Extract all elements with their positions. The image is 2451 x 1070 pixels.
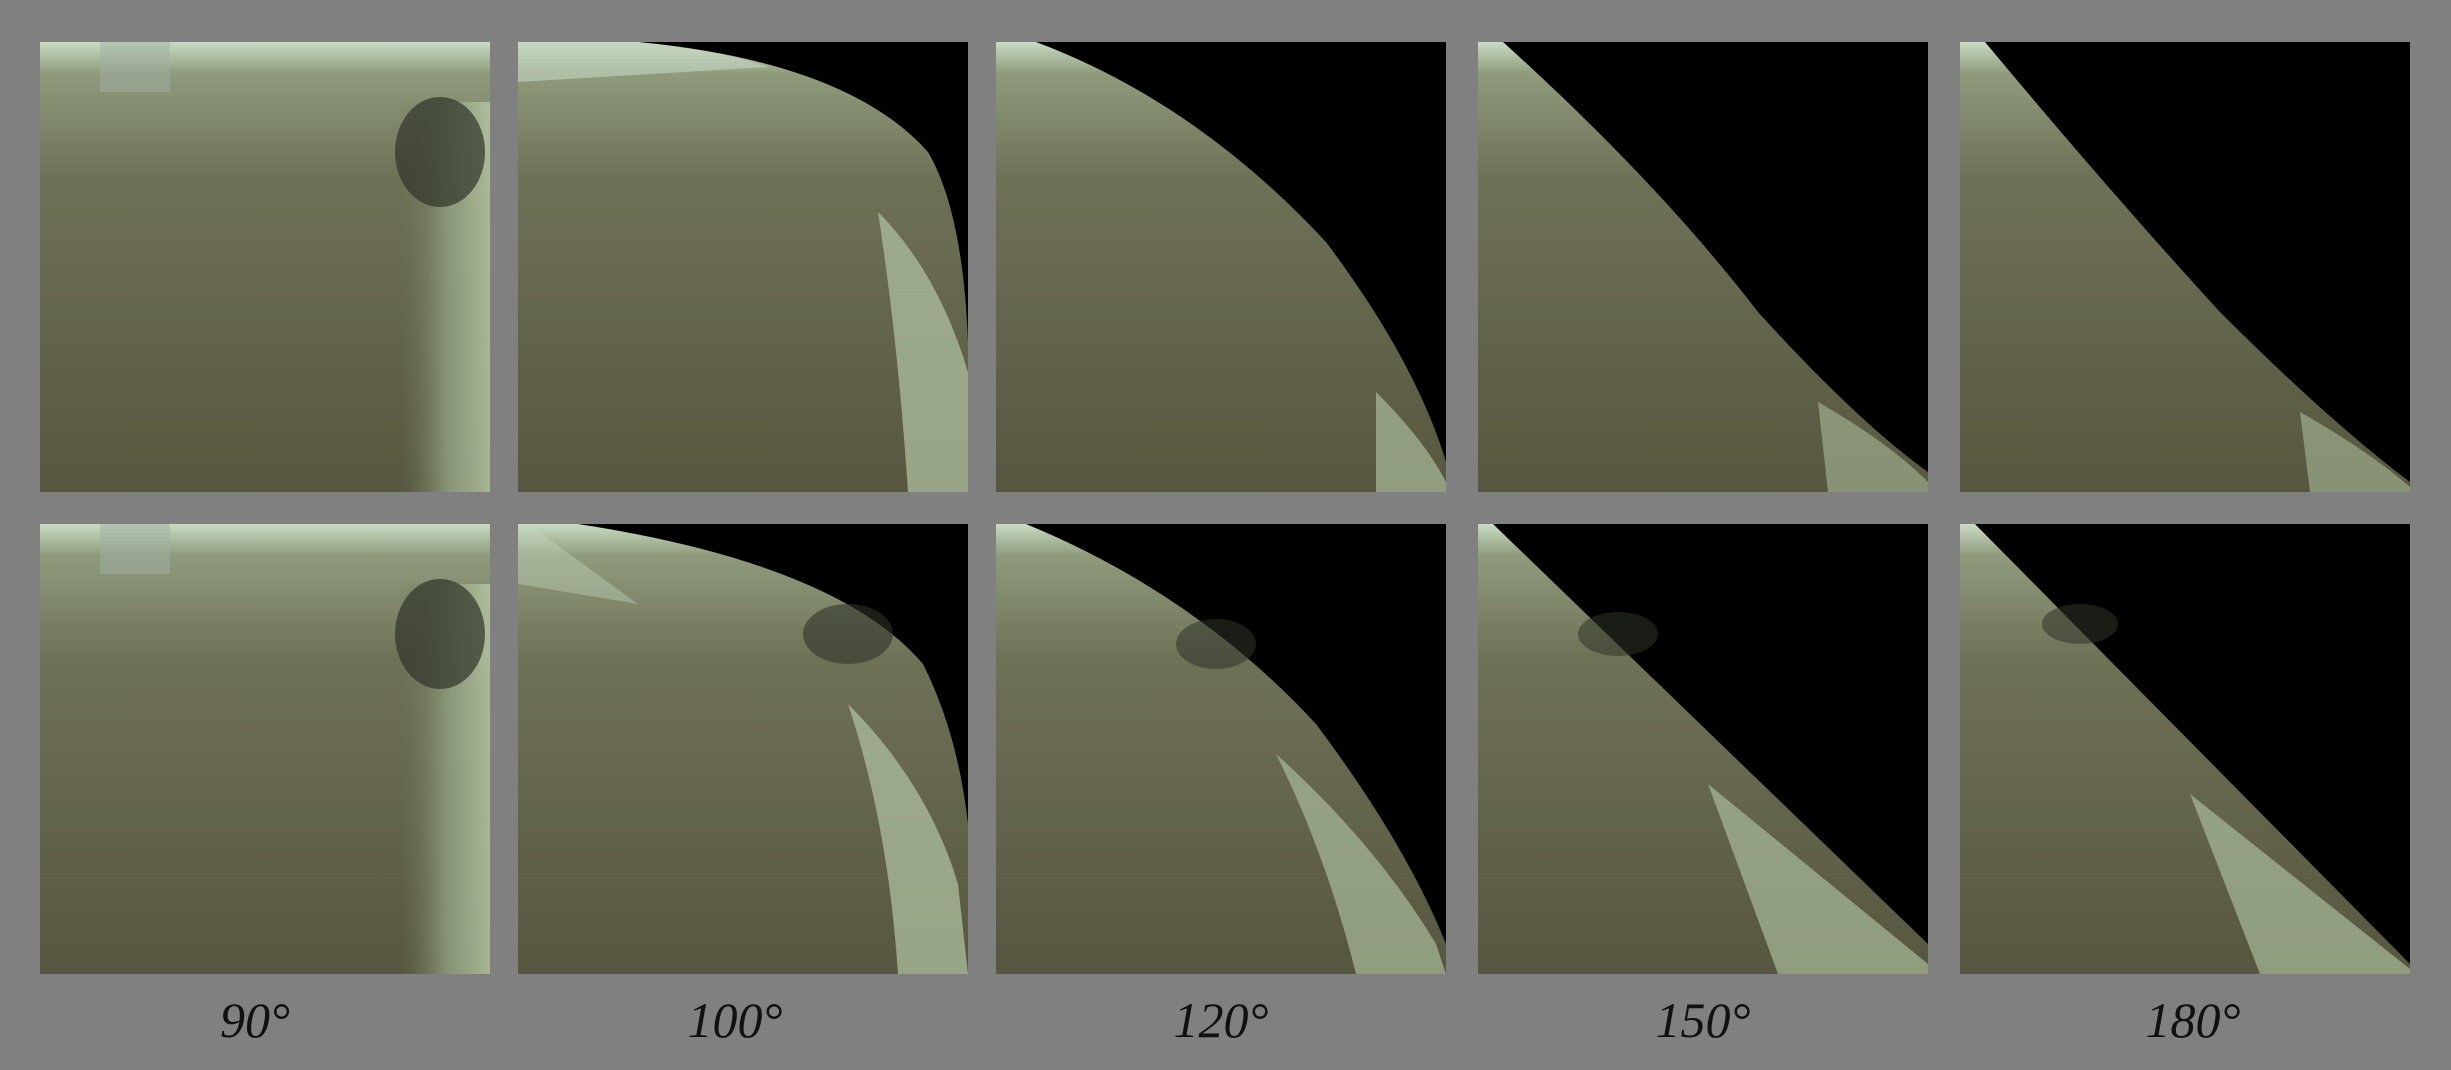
fisheye-view-image — [1960, 524, 2410, 974]
fov-label-180: 180° — [2145, 992, 2241, 1048]
panel-row1-150 — [1478, 42, 1928, 492]
fisheye-view-image — [40, 42, 490, 492]
panel-row2-90 — [40, 524, 490, 974]
panel-row2-100 — [518, 524, 968, 974]
fisheye-view-image — [40, 524, 490, 974]
fisheye-view-image — [518, 524, 968, 974]
fisheye-view-image — [1960, 42, 2410, 492]
panel-row2-150 — [1478, 524, 1928, 974]
panel-row1-120 — [996, 42, 1446, 492]
fisheye-view-image — [1478, 42, 1928, 492]
fisheye-view-image — [1478, 524, 1928, 974]
fov-label-150: 150° — [1655, 992, 1751, 1048]
fov-label-90: 90° — [220, 992, 290, 1048]
panel-row1-180 — [1960, 42, 2410, 492]
panel-row2-120 — [996, 524, 1446, 974]
panel-row1-90 — [40, 42, 490, 492]
panel-row2-180 — [1960, 524, 2410, 974]
fov-label-100: 100° — [687, 992, 783, 1048]
fisheye-view-image — [518, 42, 968, 492]
fisheye-view-image — [996, 42, 1446, 492]
fov-label-120: 120° — [1173, 992, 1269, 1048]
panel-row1-100 — [518, 42, 968, 492]
fisheye-view-image — [996, 524, 1446, 974]
